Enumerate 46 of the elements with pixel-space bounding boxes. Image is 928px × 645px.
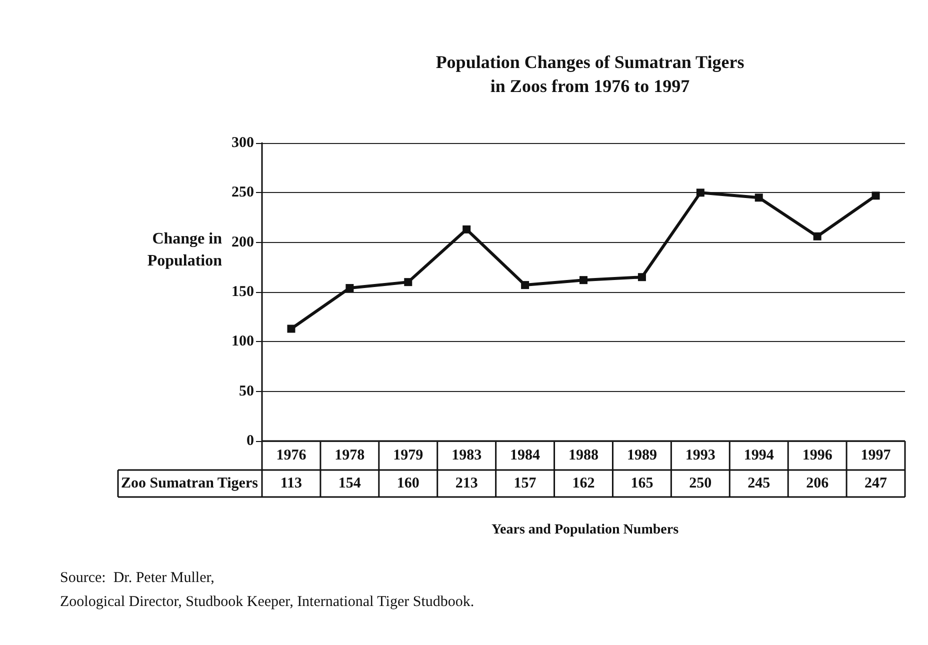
point [521, 281, 530, 290]
x-tick-label: 1976 [276, 448, 307, 464]
x-tick-label: 1988 [568, 448, 598, 464]
y-tick-label: 200 [232, 234, 254, 250]
data-label: 154 [338, 476, 362, 492]
y-tick-label: 300 [232, 135, 254, 151]
x-tick-label: 1994 [744, 448, 774, 464]
data-label: 162 [572, 476, 595, 492]
data-label: 160 [396, 476, 420, 492]
x-tick-label: 1984 [510, 448, 541, 464]
point [696, 188, 704, 197]
point [754, 194, 763, 202]
data-label: 247 [864, 476, 888, 492]
text: Zoological Director, Studbook Keeper, International Tiger Studbook. [60, 594, 474, 610]
legend-label: Zoo Sumatran Tigers [121, 476, 258, 492]
x-tick-label: 1983 [452, 448, 482, 464]
point [346, 284, 354, 292]
data-label: 165 [630, 476, 654, 492]
y-axis-title: Change in Population [147, 230, 222, 270]
x-tick-label: 1989 [626, 448, 657, 464]
x-tick-label: 1978 [334, 448, 365, 464]
x-tick-label: 1993 [685, 448, 716, 464]
data-label: 213 [455, 476, 478, 492]
y-tick-label: 0 [246, 433, 254, 449]
data-label: 113 [280, 476, 302, 492]
y-tick-label: 250 [232, 184, 254, 201]
y-tick-label: 50 [239, 383, 254, 400]
data-label: 206 [806, 476, 830, 492]
point [462, 225, 471, 234]
point [580, 276, 588, 284]
y-tick-label: 150 [232, 284, 254, 300]
chart-title: Population Changes of Sumatran Tigers in Zoos from 1976 to 1997 [436, 52, 744, 96]
data-label: 245 [748, 476, 770, 492]
y-tick-label: 100 [232, 334, 254, 350]
source-note: Source: Dr. Peter Muller, [60, 570, 214, 586]
point [287, 324, 296, 333]
point [638, 273, 646, 282]
data-label: 157 [514, 476, 537, 492]
point [872, 192, 880, 200]
x-tick-label: 1979 [393, 448, 424, 464]
x-axis-title: Years and Population Numbers [491, 522, 680, 538]
x-tick-label: 1996 [802, 448, 833, 464]
x-tick-label: 1997 [860, 448, 892, 464]
point [813, 232, 822, 240]
point [404, 278, 412, 286]
data-label: 250 [689, 476, 712, 492]
